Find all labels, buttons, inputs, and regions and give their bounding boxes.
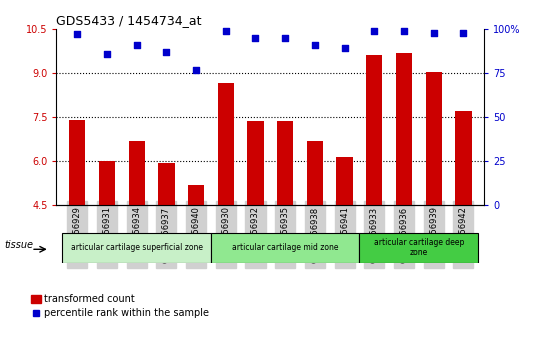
Bar [307,140,323,205]
Bar [247,122,264,205]
Bar [99,161,115,205]
Text: articular cartilage deep
zone: articular cartilage deep zone [374,238,464,257]
Bar [218,83,234,205]
Bar [211,233,359,262]
Bar [359,233,478,262]
Point [341,45,349,51]
Point [132,42,141,48]
Point [251,35,260,41]
Text: GDS5433 / 1454734_at: GDS5433 / 1454734_at [56,15,202,28]
Text: tissue: tissue [4,240,33,250]
Point [73,32,82,37]
Point [281,35,289,41]
Text: articular cartilage superficial zone: articular cartilage superficial zone [70,243,203,252]
Bar [426,72,442,205]
Point [222,28,230,34]
Bar [336,157,353,205]
Point [162,49,171,55]
Bar [62,233,211,262]
Point [459,30,468,36]
Legend: transformed count, percentile rank within the sample: transformed count, percentile rank withi… [27,290,213,322]
Text: articular cartilage mid zone: articular cartilage mid zone [232,243,338,252]
Bar [455,111,472,205]
Bar [69,120,86,205]
Point [310,42,319,48]
Point [103,51,111,57]
Bar [129,140,145,205]
Point [370,28,379,34]
Point [429,30,438,36]
Point [400,28,408,34]
Bar [277,122,293,205]
Bar [366,56,383,205]
Point [192,67,200,73]
Bar [158,163,174,205]
Bar [396,53,412,205]
Bar [188,184,204,205]
